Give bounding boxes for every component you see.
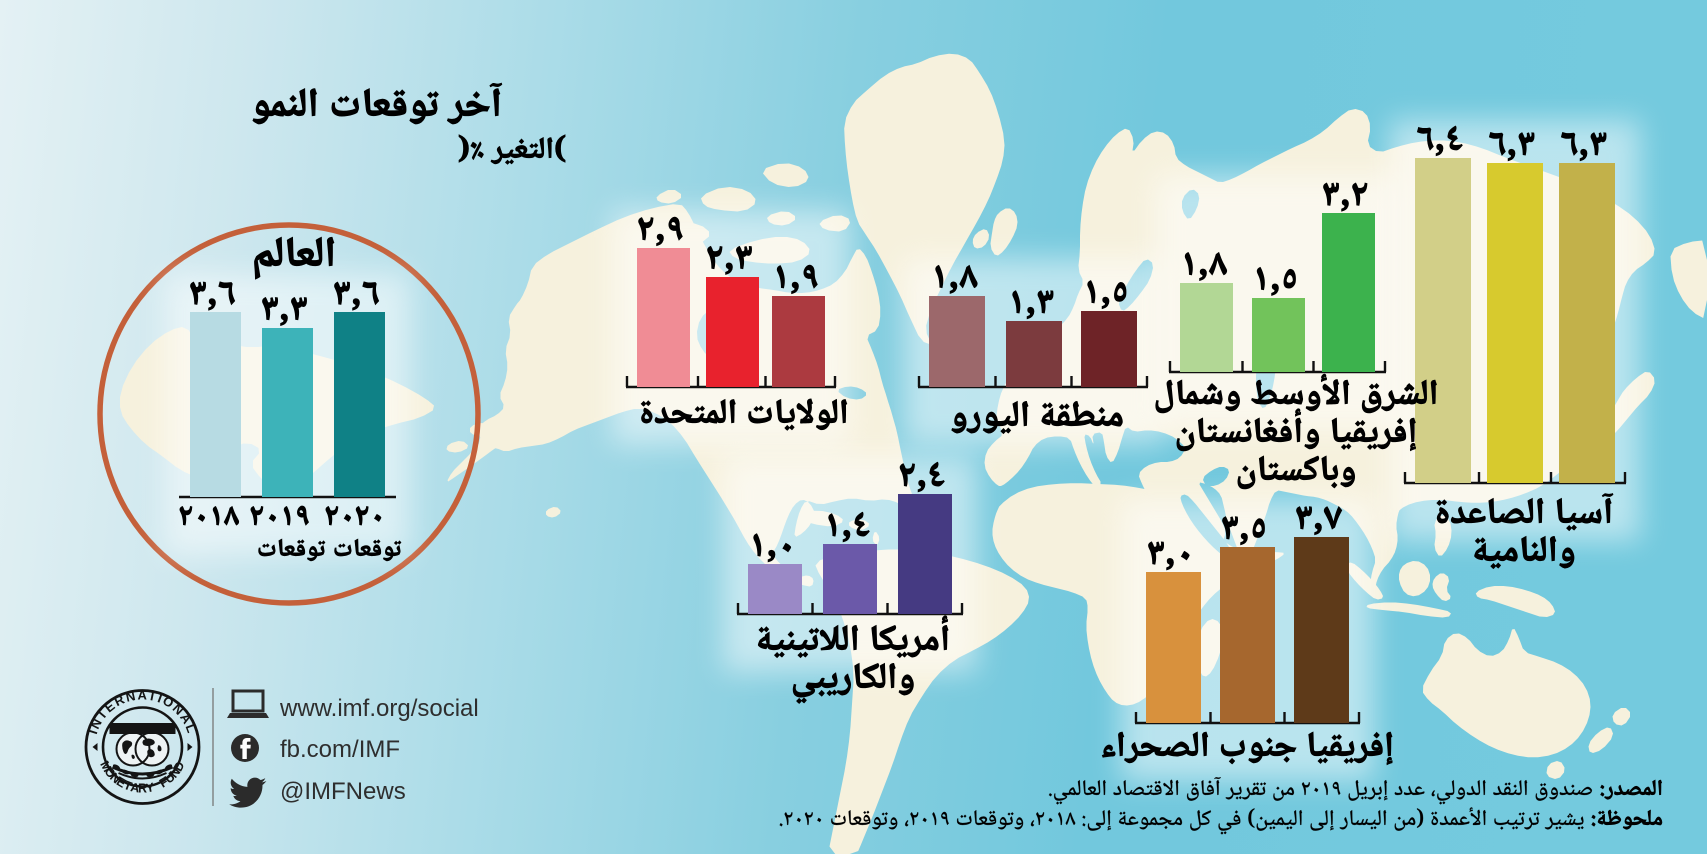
svg-text:Y: Y (145, 780, 156, 795)
svg-text:@IMFNews: @IMFNews (280, 778, 406, 805)
svg-text:fb.com/IMF: fb.com/IMF (280, 736, 400, 763)
svg-text:www.imf.org/social: www.imf.org/social (279, 695, 479, 722)
svg-text:A: A (129, 780, 140, 795)
svg-text:R: R (138, 782, 147, 796)
